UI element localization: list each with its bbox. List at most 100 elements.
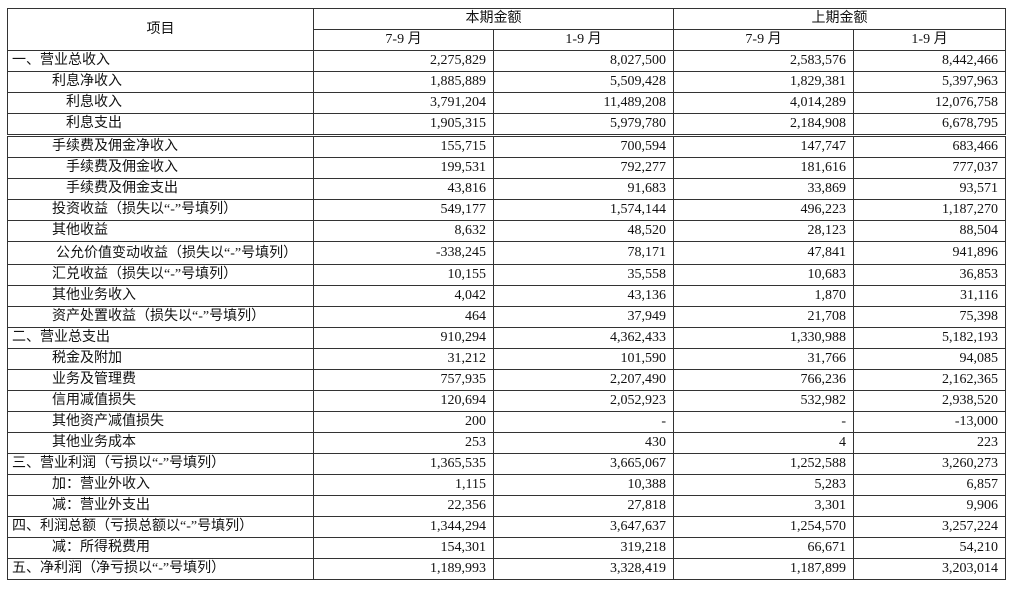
row-value: 101,590	[493, 348, 674, 370]
row-value: 2,583,576	[673, 50, 854, 72]
row-label: 其他业务收入	[7, 285, 314, 307]
row-value: 3,301	[673, 495, 854, 517]
row-value: 8,442,466	[853, 50, 1006, 72]
row-value: 1,115	[313, 474, 494, 496]
row-label: 资产处置收益（损失以“-”号填列）	[7, 306, 314, 328]
row-value: 5,979,780	[493, 113, 674, 137]
table-row: 五、净利润（净亏损以“-”号填列） 1,189,993 3,328,419 1,187…	[7, 558, 1006, 580]
header-current-q3: 7-9 月	[313, 29, 494, 51]
table-row: 减：所得税费用 154,301 319,218 66,671 54,210	[7, 537, 1006, 559]
row-label: 投资收益（损失以“-”号填列）	[7, 199, 314, 221]
row-value: 464	[313, 306, 494, 328]
row-value: 777,037	[853, 157, 1006, 179]
header-current-period: 本期金额	[313, 8, 674, 30]
row-value: 549,177	[313, 199, 494, 221]
row-value: 120,694	[313, 390, 494, 412]
row-label: 税金及附加	[7, 348, 314, 370]
row-value: 2,275,829	[313, 50, 494, 72]
row-value: 5,397,963	[853, 71, 1006, 93]
table-row: 二、营业总支出 910,294 4,362,433 1,330,988 5,182,19…	[7, 327, 1006, 349]
row-label: 利息支出	[7, 113, 314, 137]
row-value: 75,398	[853, 306, 1006, 328]
row-value: 757,935	[313, 369, 494, 391]
row-value: 47,841	[673, 241, 854, 265]
table-row: 信用减值损失 120,694 2,052,923 532,982 2,938,520	[7, 390, 1006, 412]
header-prior-ytd: 1-9 月	[853, 29, 1006, 51]
row-value: 31,766	[673, 348, 854, 370]
row-label: 业务及管理费	[7, 369, 314, 391]
table-row: 手续费及佣金支出 43,816 91,683 33,869 93,571	[7, 178, 1006, 200]
row-label: 利息收入	[7, 92, 314, 114]
row-value: 2,938,520	[853, 390, 1006, 412]
row-label: 三、营业利润（亏损以“-”号填列）	[7, 453, 314, 475]
row-value: 66,671	[673, 537, 854, 559]
income-statement-table: 项目 本期金额 上期金额 7-9 月 1-9 月 7-9 月 1-9 月 一、营…	[7, 8, 1006, 580]
row-value: -338,245	[313, 241, 494, 265]
table-row: 手续费及佣金净收入 155,715 700,594 147,747 683,466	[7, 135, 1006, 158]
row-value: 8,027,500	[493, 50, 674, 72]
row-value: 4,014,289	[673, 92, 854, 114]
row-value: 430	[493, 432, 674, 454]
row-value: 910,294	[313, 327, 494, 349]
row-label: 手续费及佣金收入	[7, 157, 314, 179]
row-value: 27,818	[493, 495, 674, 517]
table-row: 投资收益（损失以“-”号填列） 549,177 1,574,144 496,223 1,…	[7, 199, 1006, 221]
row-value: 6,678,795	[853, 113, 1006, 137]
row-value: 6,857	[853, 474, 1006, 496]
row-value: 12,076,758	[853, 92, 1006, 114]
row-value: 2,162,365	[853, 369, 1006, 391]
table-row: 其他资产减值损失 200- - -13,000	[7, 411, 1006, 433]
row-value: 154,301	[313, 537, 494, 559]
row-value: 1,252,588	[673, 453, 854, 475]
row-value: 2,052,923	[493, 390, 674, 412]
table-row: 三、营业利润（亏损以“-”号填列） 1,365,535 3,665,067 1,252…	[7, 453, 1006, 475]
row-value: 28,123	[673, 220, 854, 242]
row-value: 94,085	[853, 348, 1006, 370]
row-value: 683,466	[853, 135, 1006, 158]
header-prior-q3: 7-9 月	[673, 29, 854, 51]
row-value: 2,207,490	[493, 369, 674, 391]
row-value: 792,277	[493, 157, 674, 179]
row-label: 一、营业总收入	[7, 50, 314, 72]
row-value: 33,869	[673, 178, 854, 200]
row-value: 1,187,899	[673, 558, 854, 580]
row-value: 8,632	[313, 220, 494, 242]
row-value: 700,594	[493, 135, 674, 158]
table-row: 业务及管理费 757,935 2,207,490 766,236 2,162,365	[7, 369, 1006, 391]
row-value: 37,949	[493, 306, 674, 328]
row-label: 四、利润总额（亏损总额以“-”号填列）	[7, 516, 314, 538]
row-value: 181,616	[673, 157, 854, 179]
row-value: 496,223	[673, 199, 854, 221]
row-value: 3,328,419	[493, 558, 674, 580]
row-value: 1,870	[673, 285, 854, 307]
table-row: 其他业务收入 4,042 43,136 1,870 31,116	[7, 285, 1006, 307]
table-row: 汇兑收益（损失以“-”号填列） 10,155 35,558 10,683 36,853	[7, 264, 1006, 286]
table-row: 税金及附加 31,212 101,590 31,766 94,085	[7, 348, 1006, 370]
row-value: 10,155	[313, 264, 494, 286]
row-value: 11,489,208	[493, 92, 674, 114]
header-current-ytd: 1-9 月	[493, 29, 674, 51]
header-prior-period: 上期金额	[673, 8, 1006, 30]
row-value: 223	[853, 432, 1006, 454]
row-value: 3,665,067	[493, 453, 674, 475]
header-item: 项目	[7, 8, 314, 51]
row-value: 3,203,014	[853, 558, 1006, 580]
table-row: 其他业务成本 253 430 4 223	[7, 432, 1006, 454]
table-row: 四、利润总额（亏损总额以“-”号填列） 1,344,294 3,647,637 1,2…	[7, 516, 1006, 538]
row-label: 加：营业外收入	[7, 474, 314, 496]
row-value: 43,136	[493, 285, 674, 307]
row-value: 10,683	[673, 264, 854, 286]
row-value: 21,708	[673, 306, 854, 328]
table-row: 公允价值变动收益（损失以“-”号填列） -338,245 78,171 47,841 9…	[7, 241, 1006, 265]
row-value: 36,853	[853, 264, 1006, 286]
table-row: 手续费及佣金收入 199,531 792,277 181,616 777,037	[7, 157, 1006, 179]
row-label: 其他收益	[7, 220, 314, 242]
row-value: 319,218	[493, 537, 674, 559]
row-value: 4,362,433	[493, 327, 674, 349]
row-label: 利息净收入	[7, 71, 314, 93]
row-label: 信用减值损失	[7, 390, 314, 412]
row-value: 1,885,889	[313, 71, 494, 93]
table-row: 利息收入 3,791,204 11,489,208 4,014,289 12,076,7…	[7, 92, 1006, 114]
row-value: 1,829,381	[673, 71, 854, 93]
row-value: 532,982	[673, 390, 854, 412]
